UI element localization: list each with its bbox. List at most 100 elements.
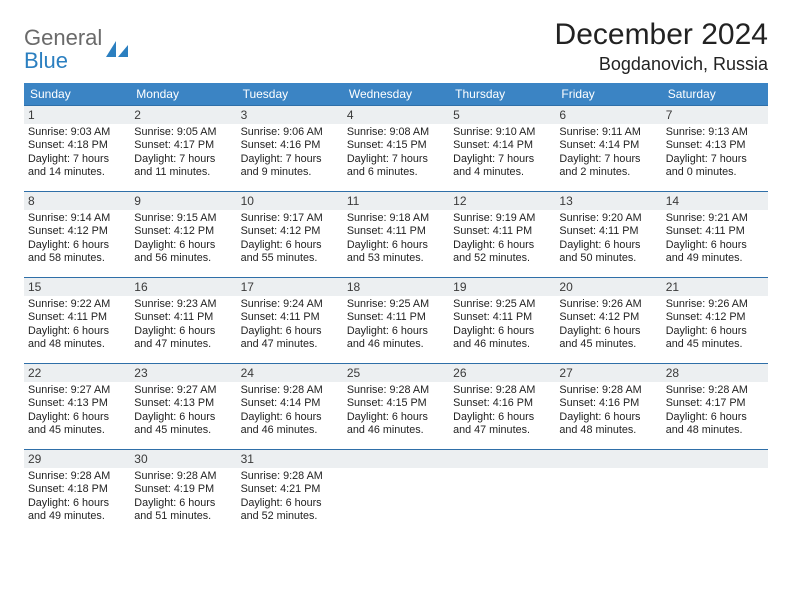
day-number: 7 bbox=[662, 106, 768, 124]
sail-icon bbox=[104, 39, 130, 59]
sunrise-text: Sunrise: 9:26 AM bbox=[666, 298, 764, 311]
daylight-text: Daylight: 6 hours and 47 minutes. bbox=[134, 325, 232, 352]
calendar-cell bbox=[662, 449, 768, 535]
sunrise-text: Sunrise: 9:27 AM bbox=[134, 384, 232, 397]
calendar-cell: 8Sunrise: 9:14 AMSunset: 4:12 PMDaylight… bbox=[24, 191, 130, 277]
calendar-grid: SundayMondayTuesdayWednesdayThursdayFrid… bbox=[24, 83, 768, 535]
dow-header: Tuesday bbox=[237, 83, 343, 105]
day-body: Sunrise: 9:13 AMSunset: 4:13 PMDaylight:… bbox=[662, 124, 768, 184]
day-number: 20 bbox=[555, 278, 661, 296]
daylight-text: Daylight: 6 hours and 47 minutes. bbox=[453, 411, 551, 438]
day-body: Sunrise: 9:25 AMSunset: 4:11 PMDaylight:… bbox=[343, 296, 449, 356]
day-number: 4 bbox=[343, 106, 449, 124]
sunrise-text: Sunrise: 9:10 AM bbox=[453, 126, 551, 139]
sunrise-text: Sunrise: 9:08 AM bbox=[347, 126, 445, 139]
sunset-text: Sunset: 4:17 PM bbox=[134, 139, 232, 152]
day-body: Sunrise: 9:19 AMSunset: 4:11 PMDaylight:… bbox=[449, 210, 555, 270]
sunset-text: Sunset: 4:12 PM bbox=[559, 311, 657, 324]
sunrise-text: Sunrise: 9:14 AM bbox=[28, 212, 126, 225]
calendar-cell: 25Sunrise: 9:28 AMSunset: 4:15 PMDayligh… bbox=[343, 363, 449, 449]
sunset-text: Sunset: 4:16 PM bbox=[453, 397, 551, 410]
day-number: 29 bbox=[24, 450, 130, 468]
day-body: Sunrise: 9:06 AMSunset: 4:16 PMDaylight:… bbox=[237, 124, 343, 184]
daylight-text: Daylight: 7 hours and 2 minutes. bbox=[559, 153, 657, 180]
dow-header: Wednesday bbox=[343, 83, 449, 105]
sunrise-text: Sunrise: 9:03 AM bbox=[28, 126, 126, 139]
title-block: December 2024 Bogdanovich, Russia bbox=[555, 18, 768, 75]
calendar-cell: 14Sunrise: 9:21 AMSunset: 4:11 PMDayligh… bbox=[662, 191, 768, 277]
daylight-text: Daylight: 6 hours and 48 minutes. bbox=[559, 411, 657, 438]
location: Bogdanovich, Russia bbox=[555, 54, 768, 75]
sunrise-text: Sunrise: 9:28 AM bbox=[28, 470, 126, 483]
day-number: 27 bbox=[555, 364, 661, 382]
calendar-cell: 7Sunrise: 9:13 AMSunset: 4:13 PMDaylight… bbox=[662, 105, 768, 191]
sunrise-text: Sunrise: 9:06 AM bbox=[241, 126, 339, 139]
daylight-text: Daylight: 6 hours and 50 minutes. bbox=[559, 239, 657, 266]
daylight-text: Daylight: 6 hours and 52 minutes. bbox=[453, 239, 551, 266]
day-body: Sunrise: 9:20 AMSunset: 4:11 PMDaylight:… bbox=[555, 210, 661, 270]
sunrise-text: Sunrise: 9:15 AM bbox=[134, 212, 232, 225]
sunrise-text: Sunrise: 9:28 AM bbox=[559, 384, 657, 397]
calendar-cell: 30Sunrise: 9:28 AMSunset: 4:19 PMDayligh… bbox=[130, 449, 236, 535]
sunrise-text: Sunrise: 9:24 AM bbox=[241, 298, 339, 311]
day-body: Sunrise: 9:28 AMSunset: 4:21 PMDaylight:… bbox=[237, 468, 343, 528]
calendar-cell: 20Sunrise: 9:26 AMSunset: 4:12 PMDayligh… bbox=[555, 277, 661, 363]
day-body: Sunrise: 9:27 AMSunset: 4:13 PMDaylight:… bbox=[24, 382, 130, 442]
calendar-cell: 4Sunrise: 9:08 AMSunset: 4:15 PMDaylight… bbox=[343, 105, 449, 191]
sunset-text: Sunset: 4:14 PM bbox=[241, 397, 339, 410]
sunrise-text: Sunrise: 9:28 AM bbox=[241, 470, 339, 483]
sunrise-text: Sunrise: 9:17 AM bbox=[241, 212, 339, 225]
sunset-text: Sunset: 4:11 PM bbox=[241, 311, 339, 324]
sunrise-text: Sunrise: 9:13 AM bbox=[666, 126, 764, 139]
sunrise-text: Sunrise: 9:28 AM bbox=[347, 384, 445, 397]
sunrise-text: Sunrise: 9:11 AM bbox=[559, 126, 657, 139]
calendar-cell: 27Sunrise: 9:28 AMSunset: 4:16 PMDayligh… bbox=[555, 363, 661, 449]
day-number bbox=[449, 450, 555, 468]
daylight-text: Daylight: 6 hours and 52 minutes. bbox=[241, 497, 339, 524]
daylight-text: Daylight: 6 hours and 45 minutes. bbox=[666, 325, 764, 352]
day-body: Sunrise: 9:17 AMSunset: 4:12 PMDaylight:… bbox=[237, 210, 343, 270]
sunset-text: Sunset: 4:15 PM bbox=[347, 397, 445, 410]
day-number: 11 bbox=[343, 192, 449, 210]
calendar-cell: 9Sunrise: 9:15 AMSunset: 4:12 PMDaylight… bbox=[130, 191, 236, 277]
calendar-cell: 26Sunrise: 9:28 AMSunset: 4:16 PMDayligh… bbox=[449, 363, 555, 449]
sunset-text: Sunset: 4:18 PM bbox=[28, 139, 126, 152]
calendar-cell: 10Sunrise: 9:17 AMSunset: 4:12 PMDayligh… bbox=[237, 191, 343, 277]
daylight-text: Daylight: 6 hours and 46 minutes. bbox=[241, 411, 339, 438]
calendar-cell: 17Sunrise: 9:24 AMSunset: 4:11 PMDayligh… bbox=[237, 277, 343, 363]
day-number: 10 bbox=[237, 192, 343, 210]
calendar-cell: 29Sunrise: 9:28 AMSunset: 4:18 PMDayligh… bbox=[24, 449, 130, 535]
day-body: Sunrise: 9:05 AMSunset: 4:17 PMDaylight:… bbox=[130, 124, 236, 184]
day-number: 16 bbox=[130, 278, 236, 296]
sunset-text: Sunset: 4:21 PM bbox=[241, 483, 339, 496]
day-number: 5 bbox=[449, 106, 555, 124]
daylight-text: Daylight: 6 hours and 49 minutes. bbox=[666, 239, 764, 266]
day-body: Sunrise: 9:27 AMSunset: 4:13 PMDaylight:… bbox=[130, 382, 236, 442]
day-number: 30 bbox=[130, 450, 236, 468]
sunset-text: Sunset: 4:18 PM bbox=[28, 483, 126, 496]
day-number: 15 bbox=[24, 278, 130, 296]
daylight-text: Daylight: 6 hours and 49 minutes. bbox=[28, 497, 126, 524]
daylight-text: Daylight: 6 hours and 46 minutes. bbox=[453, 325, 551, 352]
sunset-text: Sunset: 4:14 PM bbox=[559, 139, 657, 152]
sunset-text: Sunset: 4:14 PM bbox=[453, 139, 551, 152]
calendar-cell: 28Sunrise: 9:28 AMSunset: 4:17 PMDayligh… bbox=[662, 363, 768, 449]
daylight-text: Daylight: 6 hours and 46 minutes. bbox=[347, 325, 445, 352]
daylight-text: Daylight: 6 hours and 51 minutes. bbox=[134, 497, 232, 524]
brand-line1: General bbox=[24, 25, 102, 50]
day-body: Sunrise: 9:28 AMSunset: 4:19 PMDaylight:… bbox=[130, 468, 236, 528]
day-body: Sunrise: 9:23 AMSunset: 4:11 PMDaylight:… bbox=[130, 296, 236, 356]
day-body: Sunrise: 9:28 AMSunset: 4:17 PMDaylight:… bbox=[662, 382, 768, 442]
day-number: 3 bbox=[237, 106, 343, 124]
sunset-text: Sunset: 4:11 PM bbox=[28, 311, 126, 324]
day-number: 26 bbox=[449, 364, 555, 382]
day-body: Sunrise: 9:28 AMSunset: 4:18 PMDaylight:… bbox=[24, 468, 130, 528]
day-body: Sunrise: 9:03 AMSunset: 4:18 PMDaylight:… bbox=[24, 124, 130, 184]
sunset-text: Sunset: 4:11 PM bbox=[134, 311, 232, 324]
day-body: Sunrise: 9:14 AMSunset: 4:12 PMDaylight:… bbox=[24, 210, 130, 270]
sunset-text: Sunset: 4:11 PM bbox=[559, 225, 657, 238]
day-body: Sunrise: 9:15 AMSunset: 4:12 PMDaylight:… bbox=[130, 210, 236, 270]
sunset-text: Sunset: 4:12 PM bbox=[134, 225, 232, 238]
day-body: Sunrise: 9:28 AMSunset: 4:14 PMDaylight:… bbox=[237, 382, 343, 442]
calendar-cell: 15Sunrise: 9:22 AMSunset: 4:11 PMDayligh… bbox=[24, 277, 130, 363]
